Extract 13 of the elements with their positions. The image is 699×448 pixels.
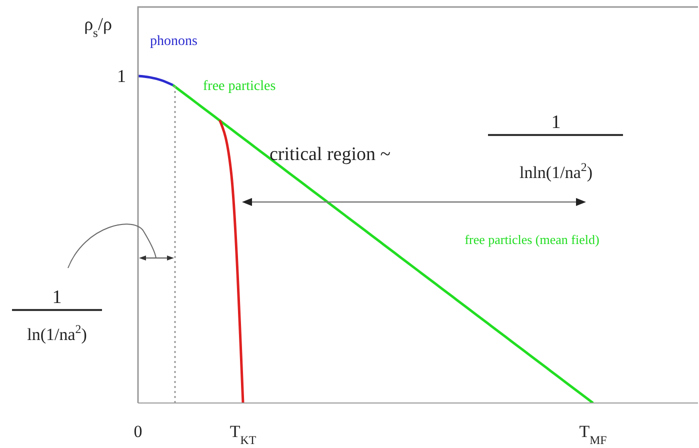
x-tick-label: T$_{MF}$	[579, 422, 608, 447]
text: 1	[52, 287, 62, 308]
annotation: 1	[117, 66, 126, 86]
annotation: critical region ~	[269, 144, 391, 165]
x-tick-label: T$_{KT}$	[230, 422, 257, 447]
annotation: 1	[551, 112, 561, 133]
text: ln(1/na$^{2}$)	[27, 322, 87, 344]
annotation: lnln(1/na$^{2}$)	[519, 160, 593, 182]
y-axis-title: ρ$_{s}$/ρ	[84, 14, 112, 40]
annotation: free particles (mean field)	[464, 232, 600, 247]
text: phonons	[150, 34, 198, 49]
x-tick-label: 0	[134, 422, 142, 441]
series-label: free particles	[203, 79, 276, 94]
